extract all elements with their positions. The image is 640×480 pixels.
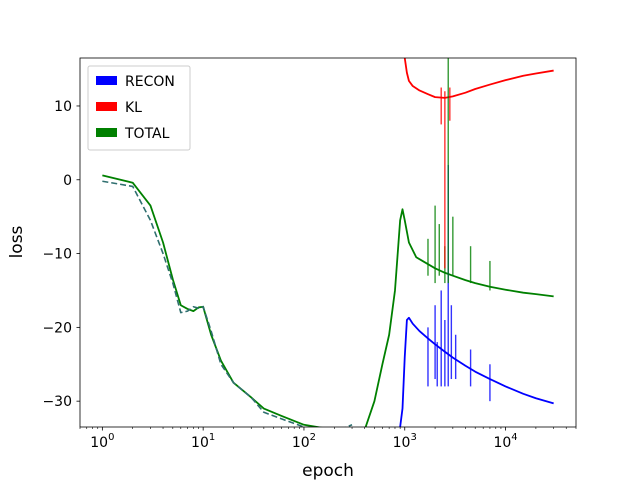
x-tick-label: 100 bbox=[90, 432, 114, 451]
legend-swatch bbox=[96, 76, 117, 85]
legend-swatch bbox=[96, 102, 117, 111]
y-tick-label: −10 bbox=[42, 247, 72, 263]
plot-frame bbox=[79, 57, 577, 428]
y-tick-label: −30 bbox=[42, 394, 72, 410]
legend-swatch bbox=[96, 128, 117, 137]
x-tick-label: 104 bbox=[493, 432, 517, 451]
x-tick-label: 101 bbox=[191, 432, 215, 451]
y-axis-label: loss bbox=[7, 225, 27, 258]
y-tick-label: 10 bbox=[54, 99, 72, 115]
plot-area bbox=[102, 58, 554, 427]
y-tick-label: 0 bbox=[63, 173, 72, 189]
series-line-total-validation bbox=[102, 180, 353, 427]
y-tick-label: −20 bbox=[42, 320, 72, 336]
x-tick-label: 103 bbox=[393, 432, 417, 451]
legend-label: TOTAL bbox=[124, 126, 170, 142]
legend-label: KL bbox=[125, 100, 142, 116]
series-line-total bbox=[102, 174, 554, 427]
x-tick-label: 102 bbox=[292, 432, 316, 451]
series-line-kl bbox=[403, 58, 554, 99]
series-line-recon bbox=[399, 316, 554, 427]
legend-label: RECON bbox=[125, 74, 175, 90]
legend: RECON KL TOTAL bbox=[87, 65, 191, 151]
x-axis-label: epoch bbox=[302, 461, 354, 480]
